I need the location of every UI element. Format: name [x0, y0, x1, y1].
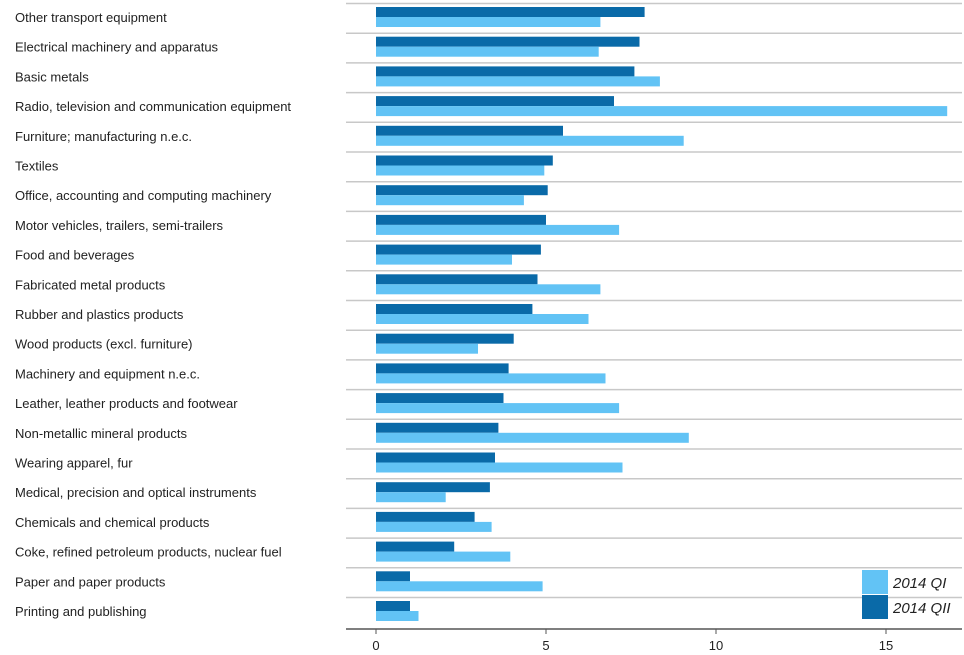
category-label: Printing and publishing	[15, 604, 147, 619]
category-label: Furniture; manufacturing n.e.c.	[15, 129, 192, 144]
bar-2014-qii	[376, 363, 509, 374]
bar-2014-qi	[376, 165, 545, 176]
category-label: Machinery and equipment n.e.c.	[15, 366, 200, 381]
bar-2014-qii	[376, 393, 504, 404]
category-label: Rubber and plastics products	[15, 307, 184, 322]
bar-2014-qii	[376, 185, 548, 196]
bar-2014-qii	[376, 7, 645, 17]
legend-swatch	[862, 595, 888, 619]
bar-2014-qi	[376, 314, 589, 324]
x-tick-label: 5	[542, 638, 549, 653]
bar-2014-qi	[376, 284, 601, 295]
bar-2014-qi	[376, 403, 620, 414]
legend-swatch	[862, 570, 888, 594]
bar-2014-qii	[376, 96, 614, 107]
category-label: Chemicals and chemical products	[15, 515, 210, 530]
bar-2014-qii	[376, 244, 541, 255]
category-label: Other transport equipment	[15, 10, 167, 25]
category-label: Electrical machinery and apparatus	[15, 40, 219, 55]
bar-2014-qi	[376, 521, 492, 532]
category-label: Medical, precision and optical instrumen…	[15, 485, 257, 500]
bar-2014-qi	[376, 76, 660, 87]
bar-2014-qii	[376, 601, 410, 611]
bar-2014-qi	[376, 581, 543, 592]
bar-2014-qii	[376, 274, 538, 285]
category-label: Coke, refined petroleum products, nuclea…	[15, 545, 282, 560]
category-label: Leather, leather products and footwear	[15, 396, 238, 411]
category-label: Office, accounting and computing machine…	[15, 188, 272, 203]
bar-2014-qii	[376, 66, 635, 77]
bar-2014-qi	[376, 432, 689, 443]
category-label: Wood products (excl. furniture)	[15, 337, 193, 352]
gridlines	[346, 2, 962, 599]
category-labels: Other transport equipment Electrical mach…	[15, 10, 291, 619]
bar-2014-qii	[376, 333, 514, 344]
bar-2014-qi	[376, 373, 606, 384]
bars	[376, 7, 948, 621]
category-label: Radio, television and communication equi…	[15, 99, 291, 114]
bar-2014-qii	[376, 422, 499, 433]
bar-2014-qii	[376, 541, 455, 552]
bar-2014-qi	[376, 224, 620, 235]
legend-label: 2014 QII	[892, 600, 951, 617]
category-label: Textiles	[15, 159, 59, 174]
legend: 2014 QI 2014 QII	[862, 570, 951, 619]
x-tick-label: 15	[879, 638, 893, 653]
bar-2014-qii	[376, 125, 563, 136]
category-label: Motor vehicles, trailers, semi-trailers	[15, 218, 224, 233]
bar-2014-qii	[376, 511, 475, 522]
bar-2014-qii	[376, 214, 546, 225]
bar-2014-qi	[376, 195, 524, 206]
bar-2014-qi	[376, 17, 601, 27]
bar-2014-qi	[376, 135, 684, 146]
bar-2014-qi	[376, 254, 512, 265]
category-label: Paper and paper products	[15, 574, 166, 589]
category-label: Food and beverages	[15, 248, 135, 263]
bar-2014-qii	[376, 36, 640, 47]
bar-2014-qii	[376, 452, 495, 463]
category-label: Fabricated metal products	[15, 277, 166, 292]
legend-label: 2014 QI	[892, 575, 946, 592]
bar-2014-qii	[376, 482, 490, 493]
bar-2014-qi	[376, 611, 419, 621]
bar-2014-qi	[376, 46, 599, 57]
category-label: Basic metals	[15, 69, 89, 84]
bar-2014-qi	[376, 106, 948, 117]
category-label: Wearing apparel, fur	[15, 456, 133, 471]
bar-2014-qi	[376, 462, 623, 473]
bar-2014-qi	[376, 492, 446, 503]
x-ticks: 0 5 10 15	[372, 629, 893, 653]
x-tick-label: 0	[372, 638, 379, 653]
x-tick-label: 10	[709, 638, 723, 653]
bar-2014-qii	[376, 304, 533, 314]
bar-2014-qii	[376, 571, 410, 582]
category-label: Non-metallic mineral products	[15, 426, 187, 441]
bar-2014-qii	[376, 155, 553, 166]
bar-2014-qi	[376, 551, 511, 562]
bar-2014-qi	[376, 343, 478, 354]
